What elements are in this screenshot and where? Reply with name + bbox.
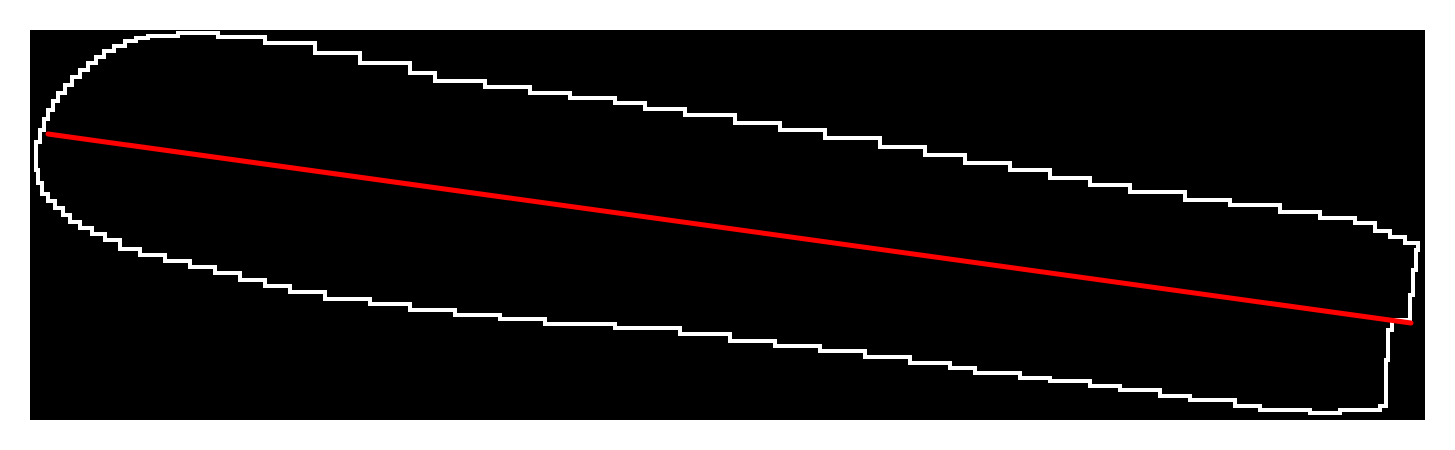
mask-panel: [30, 30, 1425, 420]
black-background: [30, 30, 1425, 420]
object-outline: [34, 31, 1420, 415]
mask-figure: [30, 30, 1425, 420]
major-axis-line: [45, 131, 1414, 326]
